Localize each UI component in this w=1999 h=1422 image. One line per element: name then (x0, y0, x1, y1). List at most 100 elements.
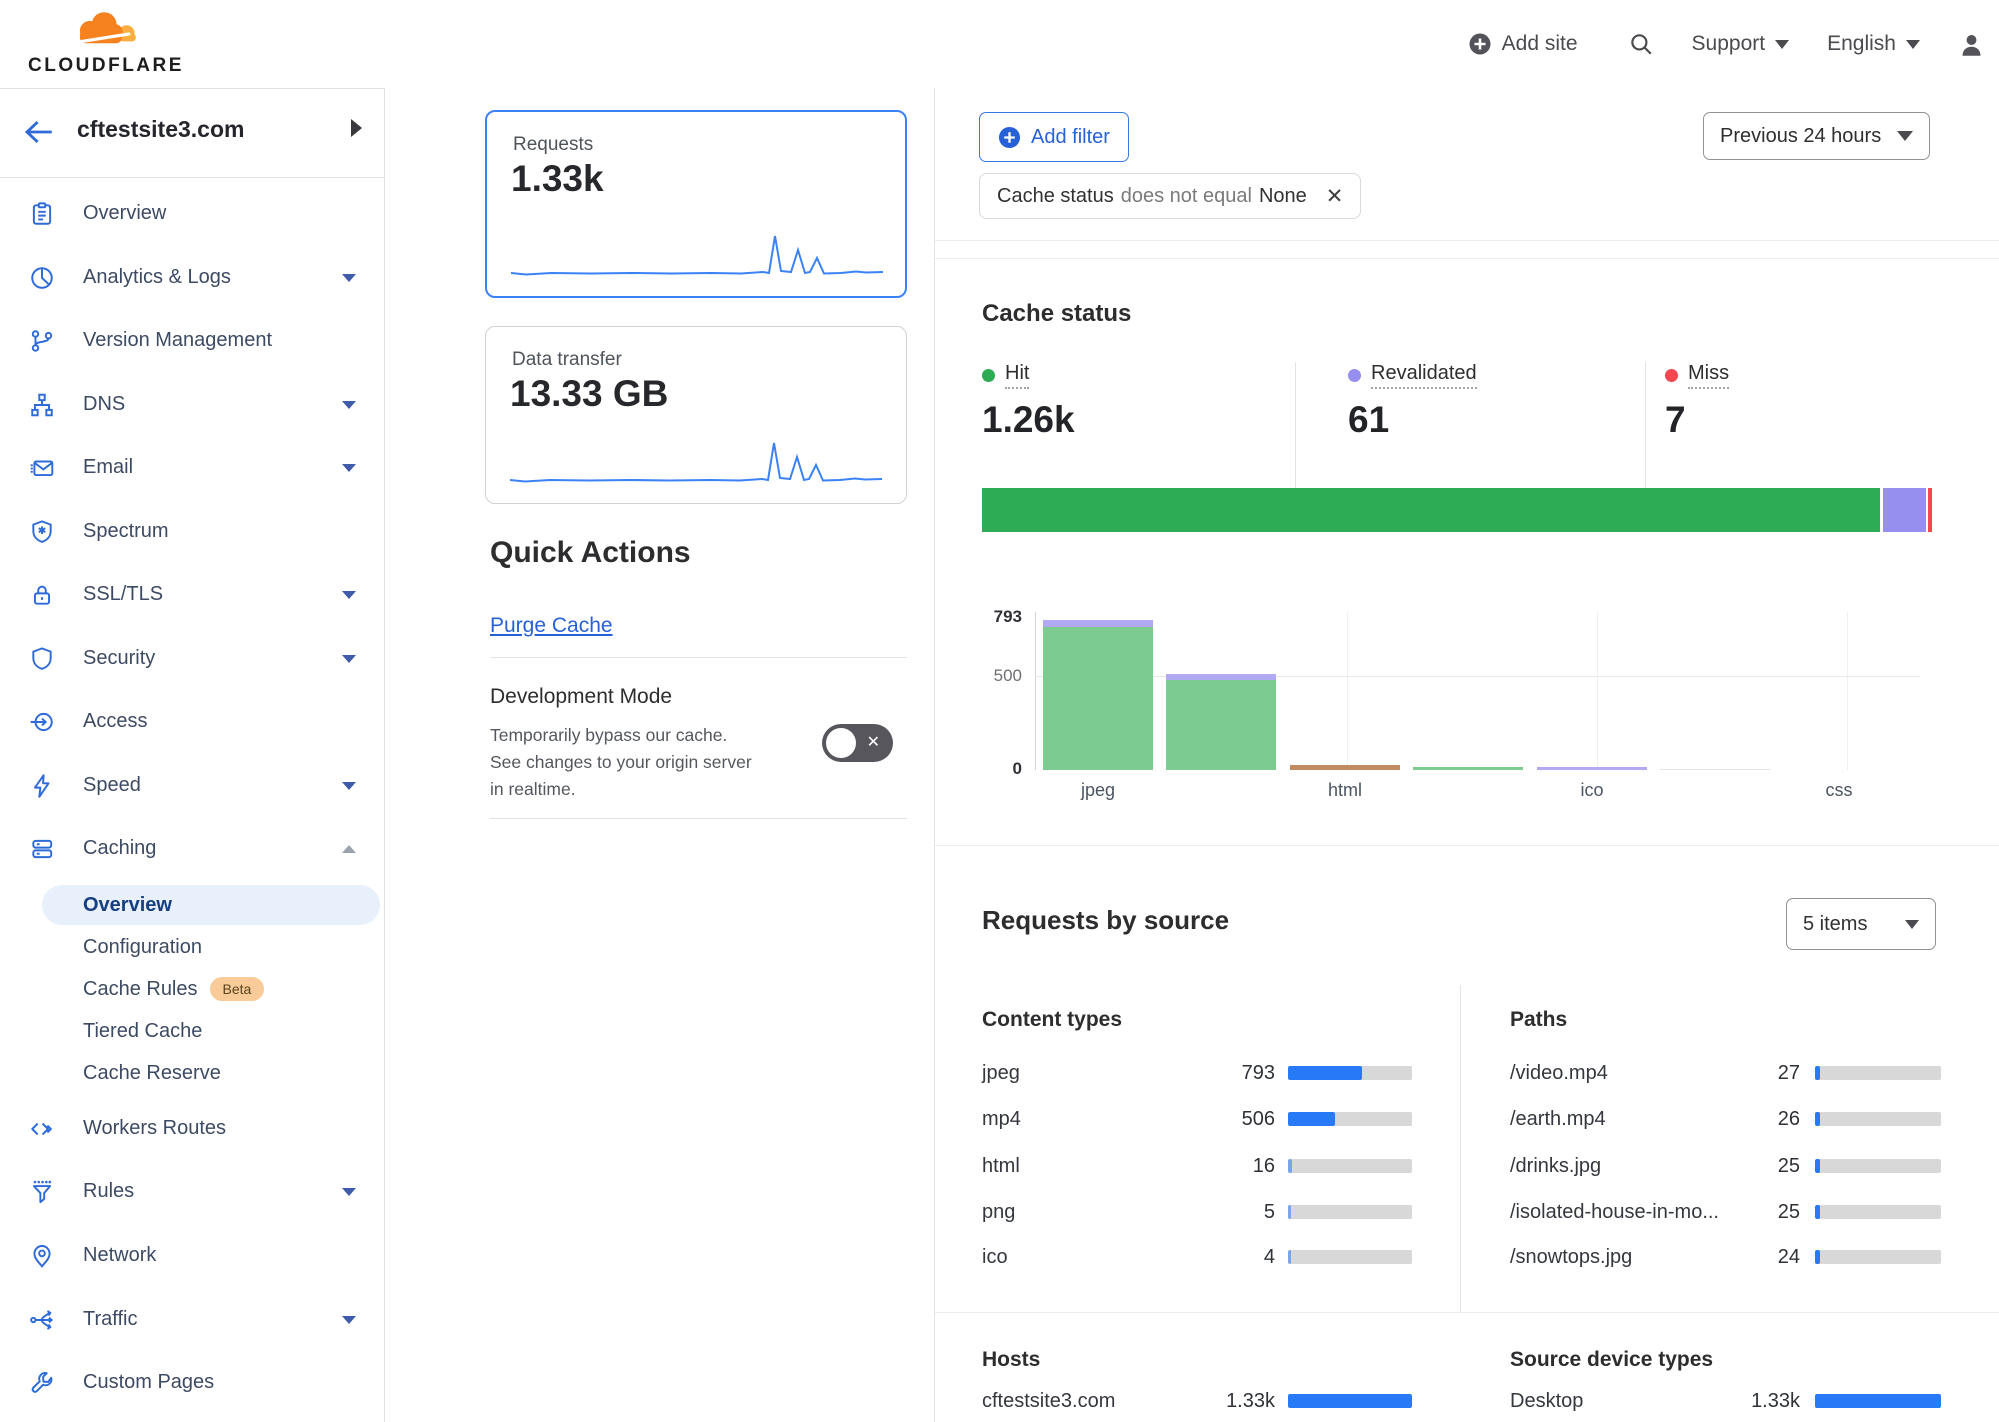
time-range-dropdown[interactable]: Previous 24 hours (1703, 112, 1930, 160)
sidebar-item-traffic[interactable]: Traffic (0, 1288, 384, 1351)
filter-operator: does not equal (1120, 184, 1252, 207)
row-label: png (982, 1201, 1016, 1223)
row-value: 793 (1241, 1062, 1275, 1084)
chevron-down-icon (342, 273, 356, 282)
row-bar (1288, 1394, 1412, 1408)
data-transfer-metric-card[interactable]: Data transfer 13.33 GB (485, 326, 907, 504)
support-menu[interactable]: Support (1692, 32, 1790, 56)
sidebar-item-analytics-logs[interactable]: Analytics & Logs (0, 246, 384, 309)
remove-filter-icon[interactable]: ✕ (1325, 184, 1344, 208)
sidebar-item-overview[interactable]: Overview (0, 182, 384, 245)
requests-metric-card[interactable]: Requests 1.33k (485, 110, 907, 298)
bar-jpeg-hit (1043, 627, 1153, 770)
sidebar-item-version-management[interactable]: Version Management (0, 309, 384, 372)
sidebar-subitem-caching-overview[interactable]: Overview (42, 885, 380, 925)
row-bar (1288, 1250, 1412, 1264)
cache-status-distribution-bar (982, 488, 1932, 532)
row-value: 25 (1777, 1201, 1800, 1223)
dev-mode-toggle[interactable]: ✕ (822, 724, 893, 762)
x-tick-jpeg: jpeg (1080, 780, 1116, 800)
plus-circle-icon (998, 126, 1021, 148)
sidebar-item-workers-routes[interactable]: Workers Routes (0, 1097, 384, 1160)
beta-badge: Beta (209, 977, 265, 1001)
account-menu[interactable] (1958, 31, 1985, 58)
y-tick: 793 (993, 607, 1022, 626)
chevron-down-icon (342, 1187, 356, 1196)
shield-asterisk-icon (29, 519, 55, 545)
divider (935, 258, 1999, 259)
revalidated-legend-dot (1348, 369, 1361, 382)
code-brackets-icon (29, 1116, 55, 1142)
header-actions: Add site Support English (1468, 0, 1985, 88)
search-button[interactable] (1628, 31, 1654, 57)
miss-legend-dot (1665, 369, 1678, 382)
sidebar-item-spectrum[interactable]: Spectrum (0, 500, 384, 563)
pie-chart-icon (29, 265, 55, 291)
cache-status-title: Cache status (982, 300, 1132, 327)
sidebar-subitem-cache-rules[interactable]: Cache Rules Beta (42, 969, 380, 1009)
add-site-button[interactable]: Add site (1468, 32, 1578, 56)
sidebar-item-speed[interactable]: Speed (0, 754, 384, 817)
miss-label[interactable]: Miss (1688, 362, 1730, 389)
toggle-knob (826, 728, 856, 758)
sidebar-item-rules[interactable]: Rules (0, 1160, 384, 1223)
site-header: cftestsite3.com (0, 89, 384, 178)
row-bar (1815, 1250, 1941, 1264)
sidebar-item-custom-pages[interactable]: Custom Pages (0, 1351, 384, 1414)
cache-status-filter-chip[interactable]: Cache status does not equal None ✕ (979, 173, 1362, 219)
sidebar-item-access[interactable]: Access (0, 690, 384, 753)
bar-jpeg-revalidated (1043, 620, 1153, 627)
sidebar-subitem-configuration[interactable]: Configuration (83, 935, 202, 958)
row-bar (1815, 1066, 1941, 1080)
row-value: 24 (1777, 1246, 1800, 1268)
row-label: /earth.mp4 (1510, 1108, 1606, 1130)
row-label: /video.mp4 (1510, 1062, 1608, 1084)
row-label: jpeg (982, 1062, 1020, 1084)
sidebar-item-caching[interactable]: Caching (0, 817, 384, 880)
row-bar (1815, 1205, 1941, 1219)
items-count-dropdown[interactable]: 5 items (1786, 898, 1936, 950)
add-filter-button[interactable]: Add filter (979, 112, 1129, 162)
sidebar-item-security[interactable]: Security (0, 627, 384, 690)
sidebar-item-dns[interactable]: DNS (0, 373, 384, 436)
requests-by-source-title: Requests by source (982, 905, 1230, 935)
sidebar-subitem-tiered-cache[interactable]: Tiered Cache (83, 1019, 203, 1042)
hit-segment (982, 488, 1880, 532)
padlock-icon (29, 582, 55, 608)
row-value: 27 (1777, 1062, 1800, 1084)
row-label: /isolated-house-in-mo... (1510, 1201, 1719, 1223)
revalidated-label[interactable]: Revalidated (1371, 362, 1477, 389)
sidebar-subitem-cache-reserve[interactable]: Cache Reserve (83, 1061, 221, 1084)
stat-divider (1645, 362, 1646, 488)
miss-segment (1928, 488, 1932, 532)
shield-icon (29, 646, 55, 672)
sitemap-icon (29, 392, 55, 418)
quick-actions-title: Quick Actions (490, 536, 691, 569)
hit-label[interactable]: Hit (1005, 362, 1030, 389)
row-label: ico (982, 1246, 1008, 1268)
data-transfer-card-value: 13.33 GB (510, 373, 669, 414)
data-transfer-card-label: Data transfer (512, 349, 622, 370)
site-switcher-caret-icon[interactable] (351, 119, 362, 137)
requests-card-value: 1.33k (511, 158, 604, 199)
row-bar (1288, 1205, 1412, 1219)
cache-stack-icon (29, 836, 55, 862)
gridline-vertical (1847, 612, 1848, 770)
source-device-types-title: Source device types (1510, 1348, 1714, 1371)
purge-cache-link[interactable]: Purge Cache (490, 614, 613, 637)
back-arrow-icon[interactable] (22, 115, 56, 154)
sidebar-item-ssl-tls[interactable]: SSL/TLS (0, 563, 384, 626)
chevron-down-icon (342, 463, 356, 472)
sidebar-item-email[interactable]: Email (0, 436, 384, 499)
language-menu[interactable]: English (1827, 32, 1920, 56)
row-label: cftestsite3.com (982, 1390, 1116, 1412)
bar-mp4-hit (1166, 680, 1276, 770)
row-value: 25 (1777, 1155, 1800, 1177)
cloudflare-logo[interactable]: CLOUDFLARE (16, 6, 196, 77)
sidebar-item-network[interactable]: Network (0, 1224, 384, 1287)
y-tick: 0 (1012, 759, 1022, 778)
access-arrow-icon (29, 709, 55, 735)
filter-field: Cache status (997, 184, 1114, 207)
stat-divider (1295, 362, 1296, 488)
